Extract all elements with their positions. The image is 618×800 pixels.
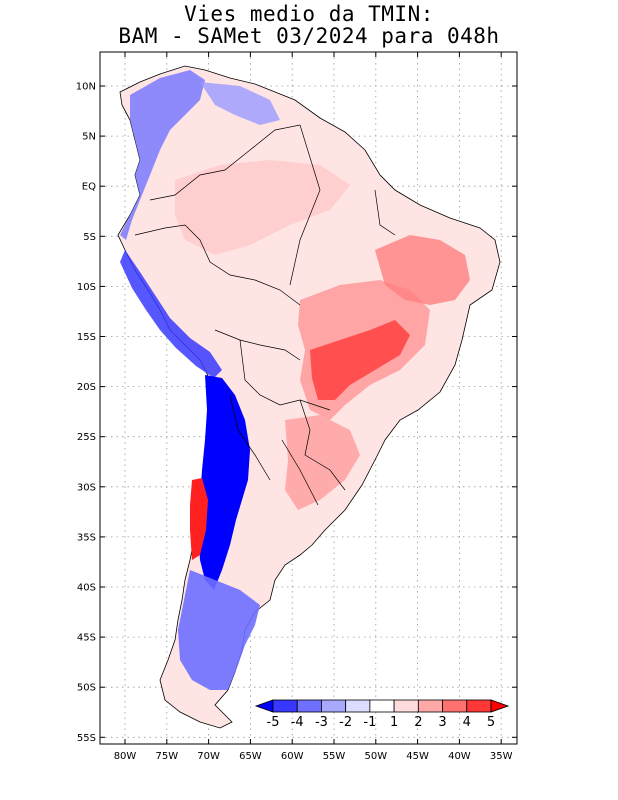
colorbar-label: 1 — [390, 715, 398, 730]
colorbar-label: 4 — [463, 715, 471, 730]
colorbar-swatch — [442, 699, 468, 713]
lat-tick-label: 5N — [82, 132, 96, 143]
lon-tick-label: 75W — [155, 751, 178, 762]
patagonia-cold-bias — [178, 570, 260, 690]
lat-tick-label: 35S — [77, 532, 96, 543]
colorbar-label: -2 — [339, 715, 352, 730]
colorbar-swatch — [369, 699, 395, 713]
map-title-line2: BAM - SAMet 03/2024 para 048h — [118, 24, 500, 48]
central-chile-warm-bias — [190, 478, 208, 560]
south-brazil-warm-bias — [285, 415, 360, 510]
colorbar-swatch — [466, 699, 492, 713]
lon-tick-label: 50W — [364, 751, 387, 762]
colorbar-swatch — [296, 699, 322, 713]
colorbar-max-arrow — [490, 699, 510, 713]
colorbar-swatch — [393, 699, 419, 713]
country-borders — [134, 124, 396, 506]
lat-tick-label: 10N — [76, 82, 96, 93]
andes-north-cold-bias — [120, 70, 205, 240]
lon-tick-label: 70W — [197, 751, 220, 762]
venezuela-cold-bias — [200, 82, 280, 125]
lat-tick-label: EQ — [82, 182, 96, 193]
lat-tick-label: 30S — [77, 482, 96, 493]
lon-tick-label: 60W — [281, 751, 304, 762]
latitude-axis: 10N 5N EQ 5S 10S 15S 20S 25S 30S 35S 40S 45S 50S 55S — [76, 82, 517, 744]
lat-tick-label: 55S — [77, 733, 96, 744]
colorbar-label: 3 — [438, 715, 446, 730]
lon-tick-label: 40W — [448, 751, 471, 762]
lon-tick-label: 55W — [323, 751, 346, 762]
lat-tick-label: 15S — [77, 332, 96, 343]
northeast-brazil-warm-bias — [375, 235, 470, 305]
lon-tick-label: 80W — [114, 751, 137, 762]
colorbar-label: -1 — [363, 715, 376, 730]
lon-tick-label: 65W — [239, 751, 262, 762]
colorbar-label: 2 — [414, 715, 422, 730]
chile-andes-cold-bias — [198, 375, 250, 590]
colorbar-label: -5 — [267, 715, 280, 730]
lat-tick-label: 10S — [77, 282, 96, 293]
colorbar-swatch — [272, 699, 298, 713]
colorbar-swatch — [417, 699, 443, 713]
colorbar-label: -3 — [315, 715, 328, 730]
colorbar-label: 5 — [487, 715, 495, 730]
lon-tick-label: 45W — [406, 751, 429, 762]
lon-tick-label: 35W — [490, 751, 513, 762]
lat-tick-label: 50S — [77, 683, 96, 694]
lat-tick-label: 20S — [77, 382, 96, 393]
peru-coast-cold-bias — [120, 250, 222, 378]
colorbar-label: -4 — [291, 715, 304, 730]
colorbar: -5 -4 -3 -2 -1 1 2 3 4 5 — [254, 699, 510, 730]
lat-tick-label: 40S — [77, 583, 96, 594]
longitude-axis: 80W 75W 70W 65W 60W 55W 50W 45W 40W 35W — [114, 52, 513, 762]
lat-tick-label: 25S — [77, 432, 96, 443]
amazon-warm-bias — [175, 160, 350, 255]
colorbar-swatch — [321, 699, 347, 713]
map-title-line1: Vies medio da TMIN: — [184, 2, 434, 26]
lat-tick-label: 5S — [83, 232, 96, 243]
colorbar-swatch — [345, 699, 371, 713]
central-brazil-strong-warm-bias — [310, 320, 410, 400]
lat-tick-label: 45S — [77, 633, 96, 644]
